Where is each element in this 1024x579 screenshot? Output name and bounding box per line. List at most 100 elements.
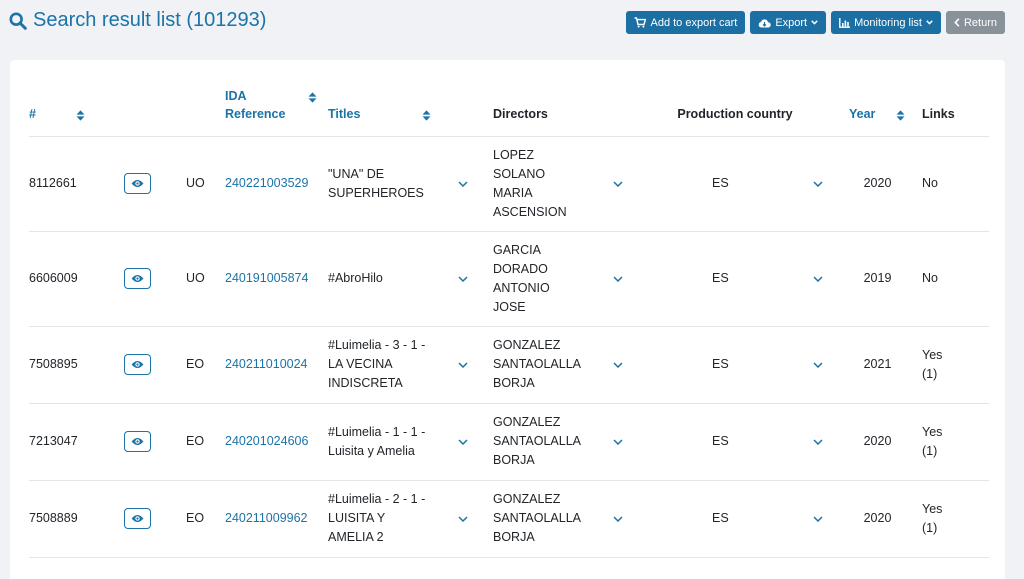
eye-icon [131, 360, 144, 369]
directors-text: GONZALEZ SANTAOLALLA BORJA [493, 413, 581, 470]
country-cell: ES [633, 326, 837, 404]
ida-reference-link[interactable]: 240221003529 [225, 176, 309, 190]
ida-reference-cell: 240191005874 [225, 231, 328, 327]
column-header-ida-reference[interactable]: IDA Reference [225, 80, 328, 137]
country-text: ES [712, 511, 729, 525]
text-line: BORJA [493, 530, 535, 544]
text-line: DORADO [493, 261, 548, 276]
expand-country-chevron-icon[interactable] [813, 361, 823, 368]
text-line: #Luimelia - 1 - 1 - [328, 424, 426, 439]
chart-icon [839, 17, 851, 28]
column-header-year[interactable]: Year [837, 80, 918, 137]
ida-reference-link[interactable]: 240211010024 [225, 357, 308, 371]
year-cell: 2020 [837, 136, 918, 232]
table-row: 6606009 UO 240191005874 #AbroHilo GARCIA DORA… [29, 231, 989, 327]
row-number: 8112661 [29, 136, 124, 232]
table-header-row: # IDA Reference [29, 80, 989, 137]
title-text: "UNA" DE SUPERHEROES [328, 165, 424, 203]
chevron-down-icon [926, 20, 933, 25]
expand-titles-chevron-icon[interactable] [458, 438, 468, 445]
view-button[interactable] [124, 508, 151, 529]
add-to-export-cart-label: Add to export cart [650, 16, 738, 29]
ida-reference-link[interactable]: 240211009962 [225, 511, 308, 525]
title-cell [328, 557, 493, 579]
text-line: LOPEZ [493, 147, 534, 162]
column-header-production-country: Production country [633, 80, 837, 137]
expand-titles-chevron-icon[interactable] [458, 275, 468, 282]
expand-directors-chevron-icon[interactable] [613, 515, 623, 522]
text-line: LA VECINA [328, 357, 393, 371]
cloud-download-icon [759, 18, 772, 27]
title-cell: #Luimelia - 3 - 1 - LA VECINA INDISCRETA [328, 326, 493, 404]
view-button[interactable] [124, 431, 151, 452]
text-line: BORJA [493, 376, 535, 390]
text-line: No [922, 176, 938, 190]
export-button[interactable]: Export [750, 11, 827, 34]
text-line: GARCIA [493, 242, 541, 257]
sort-icon [422, 109, 431, 121]
ida-reference-cell: 240221003529 [225, 136, 328, 232]
country-cell: ES [633, 136, 837, 232]
expand-country-chevron-icon[interactable] [813, 275, 823, 282]
sort-icon [308, 91, 317, 103]
view-cell [124, 326, 186, 404]
expand-directors-chevron-icon[interactable] [613, 180, 623, 187]
expand-directors-chevron-icon[interactable] [613, 275, 623, 282]
text-line: LUISITA Y [328, 511, 386, 525]
year-cell: 2020 [837, 480, 918, 558]
type-code: UO [186, 231, 225, 327]
view-cell [124, 557, 186, 579]
directors-cell: LOPEZ SOLANO MARIA ASCENSION [493, 136, 633, 232]
text-line: SANTAOLALLA [493, 434, 582, 448]
view-cell [124, 403, 186, 481]
directors-cell: GONZALEZ SANTAOLALLA BORJA [493, 326, 633, 404]
country-text: ES [712, 271, 729, 285]
return-label: Return [963, 16, 997, 29]
type-code: UO [186, 136, 225, 232]
title-cell: "UNA" DE SUPERHEROES [328, 136, 493, 232]
year-cell: 2021 [837, 326, 918, 404]
ida-reference-link[interactable]: 240191005874 [225, 271, 309, 285]
view-button[interactable] [124, 268, 151, 289]
type-code: EO [186, 403, 225, 481]
expand-country-chevron-icon[interactable] [813, 438, 823, 445]
page-header: Search result list (101293) Add to expor… [0, 0, 1024, 48]
directors-cell: GARCIA DORADO ANTONIO JOSE [493, 231, 633, 327]
monitoring-list-button[interactable]: Monitoring list [831, 11, 941, 34]
text-line: SANTAOLALLA [493, 357, 582, 371]
ida-reference-link[interactable]: 240201024606 [225, 434, 309, 448]
return-button[interactable]: Return [945, 11, 1005, 34]
expand-directors-chevron-icon[interactable] [613, 438, 623, 445]
expand-titles-chevron-icon[interactable] [458, 515, 468, 522]
column-header-view [124, 80, 186, 137]
view-button[interactable] [124, 354, 151, 375]
country-text: ES [712, 434, 729, 448]
add-to-export-cart-button[interactable]: Add to export cart [626, 11, 746, 34]
expand-titles-chevron-icon[interactable] [458, 180, 468, 187]
expand-country-chevron-icon[interactable] [813, 180, 823, 187]
type-code: EO [186, 326, 225, 404]
text-line: Yes [922, 347, 943, 362]
links-cell: Yes (1) [918, 403, 989, 481]
text-line: "UNA" DE [328, 166, 385, 181]
year-cell [837, 557, 918, 579]
text-line: SANTAOLALLA [493, 511, 582, 525]
row-number: 6606009 [29, 231, 124, 327]
results-table: # IDA Reference [29, 80, 989, 579]
expand-directors-chevron-icon[interactable] [613, 361, 623, 368]
ida-reference-cell: 240211010024 [225, 326, 328, 404]
links-cell: No [918, 231, 989, 327]
type-code: EO [186, 480, 225, 558]
eye-icon [131, 514, 144, 523]
expand-titles-chevron-icon[interactable] [458, 361, 468, 368]
links-cell: No [918, 136, 989, 232]
text-line: SUPERHEROES [328, 185, 424, 200]
column-header-links: Links [918, 80, 989, 137]
column-header-titles[interactable]: Titles [328, 80, 493, 137]
view-button[interactable] [124, 173, 151, 194]
table-row: GONZALEZ [29, 557, 989, 579]
year-cell: 2020 [837, 403, 918, 481]
expand-country-chevron-icon[interactable] [813, 515, 823, 522]
column-header-number[interactable]: # [29, 80, 124, 137]
country-cell: ES [633, 480, 837, 558]
